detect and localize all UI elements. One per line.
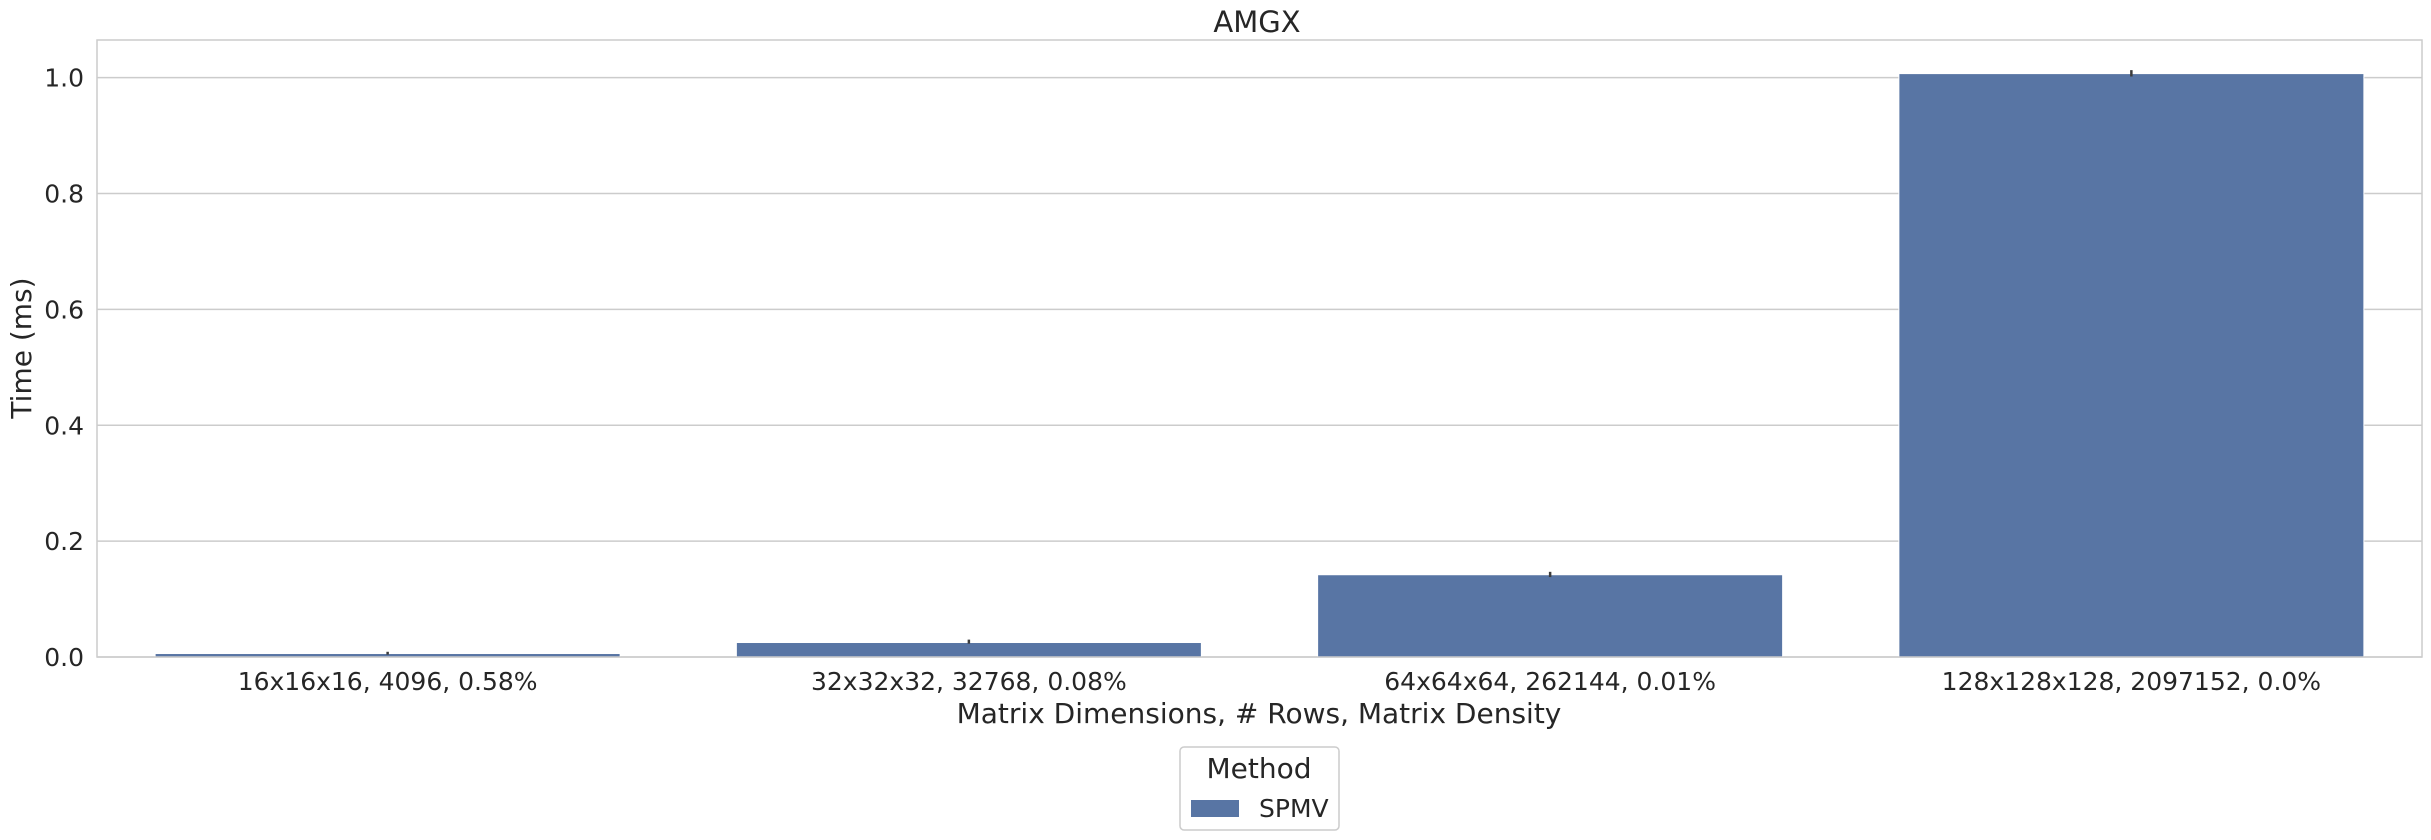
legend-label-spmv: SPMV	[1259, 794, 1329, 823]
bar-4	[1898, 73, 2365, 658]
y-tick-labels: 0.0 0.2 0.4 0.6 0.8 1.0	[44, 64, 84, 672]
y-tick-label: 0.0	[44, 643, 84, 672]
bar-2	[735, 642, 1202, 658]
x-tick-label: 128x128x128, 2097152, 0.0%	[1942, 667, 2321, 696]
y-tick-label: 0.6	[44, 295, 84, 324]
plot-frame	[96, 39, 2423, 658]
y-axis-label: Time (ms)	[5, 277, 38, 419]
chart-title: AMGX	[1213, 5, 1300, 39]
y-tick-label: 1.0	[44, 64, 84, 93]
error-bars-group	[386, 70, 2133, 655]
x-tick-labels: 16x16x16, 4096, 0.58% 32x32x32, 32768, 0.…	[238, 667, 2321, 696]
x-tick-label: 32x32x32, 32768, 0.08%	[811, 667, 1127, 696]
x-axis-label: Matrix Dimensions, # Rows, Matrix Densit…	[957, 697, 1562, 730]
y-tick-label: 0.2	[44, 527, 84, 556]
legend: Method SPMV	[1179, 746, 1340, 831]
legend-swatch-spmv	[1191, 800, 1239, 817]
bars-group	[154, 73, 2365, 658]
bar-3	[1317, 574, 1784, 658]
y-tick-label: 0.8	[44, 180, 84, 209]
legend-title: Method	[1206, 752, 1311, 785]
y-tick-label: 0.4	[44, 411, 84, 440]
x-tick-label: 64x64x64, 262144, 0.01%	[1384, 667, 1716, 696]
x-tick-label: 16x16x16, 4096, 0.58%	[238, 667, 538, 696]
